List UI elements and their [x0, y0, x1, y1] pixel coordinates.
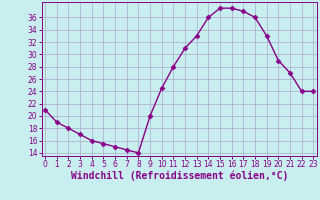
X-axis label: Windchill (Refroidissement éolien,°C): Windchill (Refroidissement éolien,°C)	[70, 171, 288, 181]
